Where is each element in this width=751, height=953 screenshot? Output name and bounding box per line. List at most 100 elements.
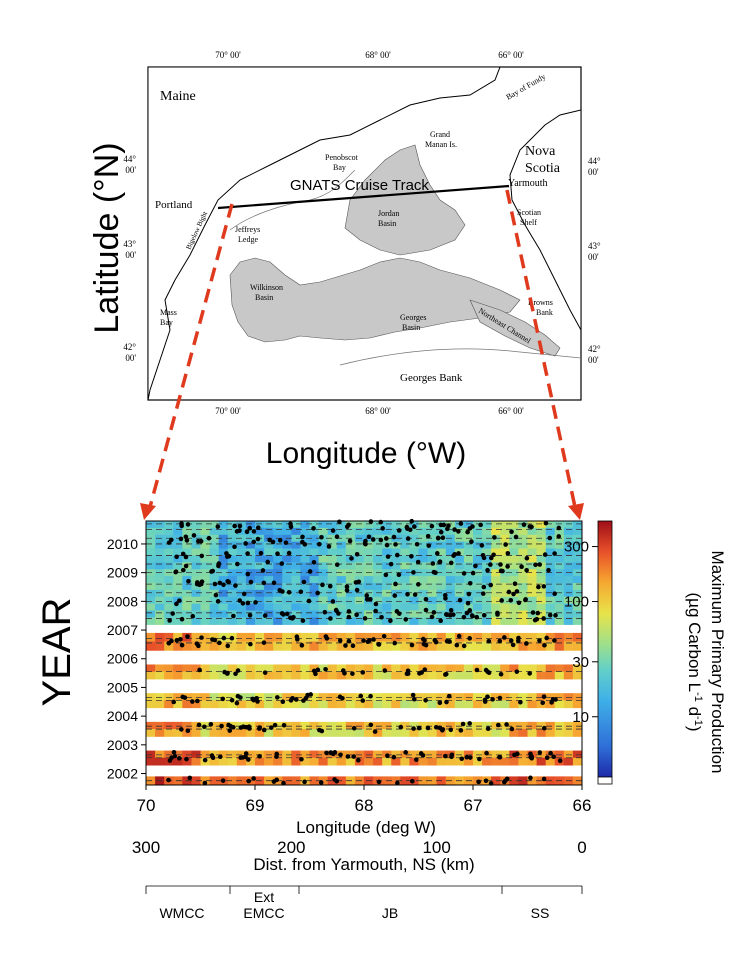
heatmap-cell [191,757,202,766]
heatmap-cell [309,641,320,651]
sample-points [166,518,563,786]
heatmap-cell [463,700,474,709]
sample-point [300,618,306,623]
sample-point [429,523,435,529]
map-lon-tick: 68° 00' [365,50,391,60]
sample-point [332,777,337,782]
sample-point [467,636,472,641]
sample-point [294,634,300,640]
heatmap-cell [491,521,501,529]
heatmap-cell [191,750,202,759]
map-lat-tick-right: 42° [588,344,601,354]
sample-point [458,728,464,733]
sample-point [206,535,212,541]
sample-point [481,584,487,590]
heatmap-cell [518,548,529,557]
heatmap-cell [545,596,556,605]
heatmap-cell [382,610,392,619]
heatmap-cell [155,671,165,680]
heatmap-cell [482,541,492,550]
heatmap-cell [354,527,365,536]
heatmap-cell [191,632,202,643]
heatmap-cell [227,641,238,651]
heatmap-cell [563,610,574,619]
heatmap-cell [527,596,538,605]
sample-point [253,600,258,605]
heatmap-cell [572,757,582,766]
heatmap-cell [427,548,438,557]
sample-point [195,698,200,704]
heatmap-cell [327,576,338,584]
heatmap-cell [500,700,510,709]
heatmap-cell [200,641,211,651]
sample-point [422,637,427,643]
heatmap-cell [318,589,329,598]
heatmap-cell [436,750,447,759]
heatmap-cell [409,582,420,591]
heatmap-cell [173,521,183,529]
sample-point [219,723,224,729]
heatmap-cell [264,641,274,651]
heatmap-cell [218,527,229,536]
heatmap-cell [554,596,565,605]
heatmap-cell [509,776,520,785]
heatmap-cell [327,555,338,563]
heatmap-cell [309,721,320,730]
heatmap-cell [327,776,338,785]
heatmap-cell [509,562,520,570]
sample-point [505,564,510,569]
sample-point [474,667,480,673]
heatmap-cell [436,596,447,605]
map-lat-tick-right-min: 00' [588,252,599,262]
heatmap-cell [563,664,574,673]
heatmap-cell [445,576,456,584]
sample-point [546,567,551,573]
heatmap-cell [391,582,401,591]
heatmap-cell [264,729,274,737]
heatmap-cell [155,757,165,766]
sample-point [488,582,494,588]
heatmap-cell [336,700,347,709]
label-portland: Portland [155,199,193,211]
heatmap-cell [536,589,547,598]
heatmap-cell [554,610,565,619]
heatmap-cell [382,582,392,591]
heatmap-cell [373,632,383,643]
heatmap-cell [400,569,411,577]
heatmap-cell [300,582,311,591]
sample-point [498,562,503,567]
sample-point [290,696,295,701]
heatmap-cell [182,596,193,605]
label-shelf: Shelf [520,218,537,227]
heatmap-cell [418,700,429,709]
heatmap-cell [236,562,247,570]
heatmap-cell [364,576,374,584]
heatmap-cell [264,750,274,759]
heatmap-cell [245,562,256,570]
heatmap-cell [545,721,556,730]
heatmap-cell [409,671,420,680]
heatmap-cell [491,729,501,737]
heatmap-cell [318,569,329,577]
heatmap-cell [236,641,247,651]
heatmap-cell [572,562,582,570]
sample-point [368,722,374,728]
heatmap-cell [291,664,302,673]
sample-point [245,551,250,556]
label-yarmouth: Yarmouth [508,178,548,189]
sample-point [465,600,471,606]
heatmap-cell [318,596,329,605]
sample-point [533,562,538,568]
sample-point [303,695,309,701]
sample-point [171,749,177,755]
heatmap-cell [491,617,501,625]
heatmap-cell [500,562,510,570]
heatmap-cell [391,576,401,584]
shelf-edge-line [339,348,581,366]
heatmap-cell [336,617,347,625]
heatmap-cell [345,757,356,766]
heatmap-cell [518,671,529,680]
sample-point [379,614,384,620]
heatmap-cell [309,569,320,577]
distance-tick-label: 0 [577,838,586,857]
